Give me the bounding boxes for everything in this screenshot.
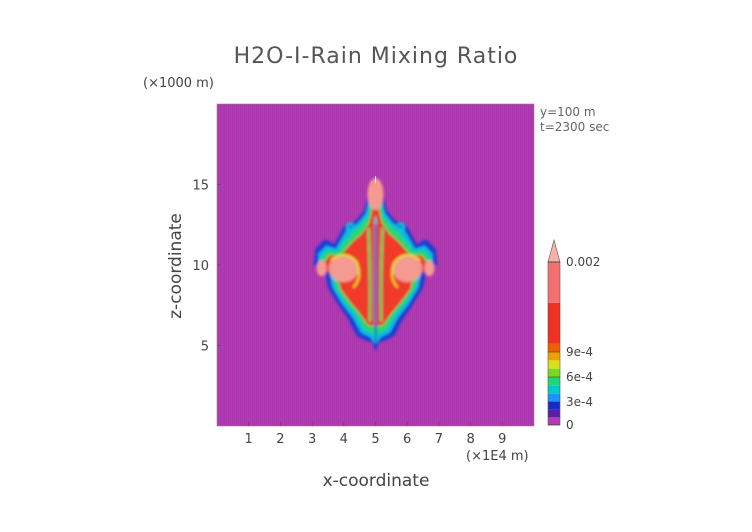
colorbar-band: [548, 368, 560, 377]
colorbar-band: [548, 360, 560, 369]
plot-area: [216, 103, 535, 427]
x-tick-label: 9: [498, 432, 506, 447]
hook-left: [346, 222, 354, 239]
annotation-y: y=100 m: [540, 105, 596, 119]
x-tick-label: 7: [435, 432, 443, 447]
colorbar-band: [548, 343, 560, 352]
colorbar-band: [548, 262, 560, 303]
x-tick-label: 2: [276, 432, 284, 447]
x-tick-label: 8: [466, 432, 474, 447]
colorbar-label: 9e-4: [566, 345, 593, 359]
colorbar-label: 0: [566, 418, 574, 432]
colorbar-extend-triangle: [547, 238, 561, 263]
x-tick-label: 3: [308, 432, 316, 447]
colorbar-band: [548, 417, 560, 425]
rain-peak-top: [367, 178, 384, 211]
rain-filament-right: [390, 253, 421, 289]
central-column-core: [375, 224, 377, 346]
y-tick-label: 5: [201, 340, 209, 355]
x-axis: 1 2 3 4 5 6 7 8 9: [245, 422, 506, 447]
colorbar-band: [548, 409, 560, 418]
y-tick-label: 10: [192, 259, 209, 274]
x-tick-label: 6: [403, 432, 411, 447]
rain-peak-left: [328, 254, 359, 283]
colorbar-label: 0.002: [566, 255, 600, 269]
colorbar-band: [548, 402, 560, 410]
annotation-time: t=2300 sec: [540, 120, 610, 134]
x-scale-label: (×1E4 m): [466, 449, 529, 464]
colorbar-band: [548, 352, 560, 361]
colorbar-label: 6e-4: [566, 370, 593, 384]
colorbar-band: [548, 302, 560, 344]
chart-title: H2O-I-Rain Mixing Ratio: [233, 44, 519, 69]
column-flank-left: [367, 227, 372, 322]
colorbar-band: [548, 385, 560, 394]
colorbar-label: 3e-4: [566, 395, 593, 409]
column-flank-right: [379, 227, 384, 322]
rain-field: [313, 176, 438, 352]
colorbar: 0.002 9e-4 6e-4 3e-4 0: [547, 238, 600, 432]
y-tick-label: 15: [192, 179, 209, 194]
x-tick-label: 4: [340, 432, 348, 447]
colorbar-band: [548, 377, 560, 386]
y-scale-label: (×1000 m): [143, 76, 214, 91]
x-tick-label: 5: [371, 432, 379, 447]
x-tick-label: 1: [245, 432, 253, 447]
rain-peak-far-right: [424, 260, 435, 277]
rain-peak-far-left: [316, 260, 327, 277]
y-axis: 5 10 15: [192, 179, 221, 355]
rain-filament-left: [330, 253, 361, 289]
rain-peak-right: [392, 254, 423, 283]
hook-right: [397, 222, 405, 239]
colorbar-band: [548, 393, 560, 402]
x-axis-label: x-coordinate: [322, 471, 430, 491]
